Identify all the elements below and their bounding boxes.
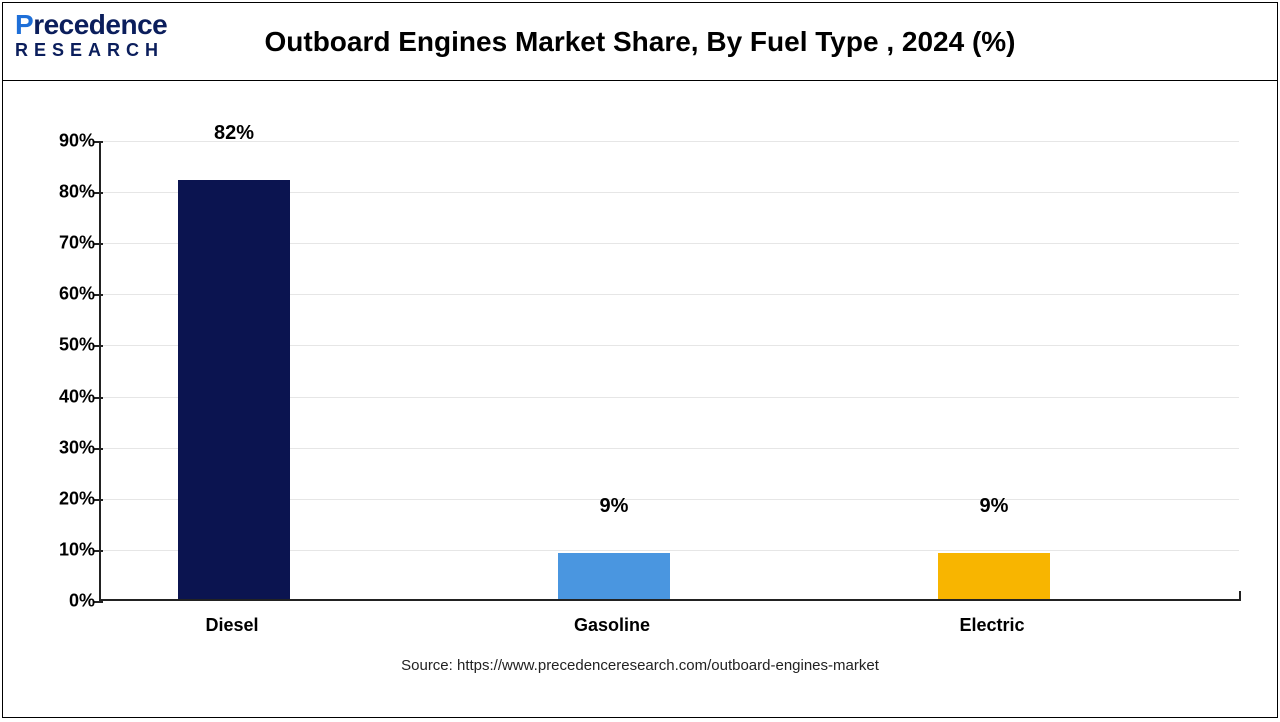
- bar-value-label: 9%: [980, 495, 1009, 524]
- logo: Precedence RESEARCH: [15, 11, 167, 59]
- chart-title: Outboard Engines Market Share, By Fuel T…: [3, 26, 1277, 58]
- axis-bottom-cap: [1239, 591, 1241, 601]
- bar-electric: [938, 553, 1050, 599]
- x-category-label: Diesel: [205, 615, 258, 636]
- y-tick-label: 90%: [39, 131, 95, 152]
- chart-zone: 82%9%9% Source: https://www.precedencere…: [3, 81, 1277, 641]
- header-band: Precedence RESEARCH Outboard Engines Mar…: [3, 3, 1277, 81]
- y-tick-label: 0%: [39, 591, 95, 612]
- outer-frame: Precedence RESEARCH Outboard Engines Mar…: [2, 2, 1278, 718]
- bar-value-label: 9%: [600, 495, 629, 524]
- logo-bottom: RESEARCH: [15, 41, 167, 59]
- y-tick-label: 80%: [39, 182, 95, 203]
- plot-area: 82%9%9%: [99, 141, 1239, 601]
- y-tick-label: 50%: [39, 335, 95, 356]
- bar-diesel: [178, 180, 290, 599]
- y-tick-label: 30%: [39, 437, 95, 458]
- logo-top: Precedence: [15, 11, 167, 39]
- y-tick-label: 40%: [39, 386, 95, 407]
- y-tick-label: 20%: [39, 488, 95, 509]
- y-tick-label: 70%: [39, 233, 95, 254]
- source-text: Source: https://www.precedenceresearch.c…: [3, 657, 1277, 674]
- bar-value-label: 82%: [214, 122, 254, 151]
- x-category-label: Gasoline: [574, 615, 650, 636]
- y-tick-label: 10%: [39, 539, 95, 560]
- bar-gasoline: [558, 553, 670, 599]
- y-tick-label: 60%: [39, 284, 95, 305]
- gridline: [101, 141, 1239, 142]
- x-category-label: Electric: [959, 615, 1024, 636]
